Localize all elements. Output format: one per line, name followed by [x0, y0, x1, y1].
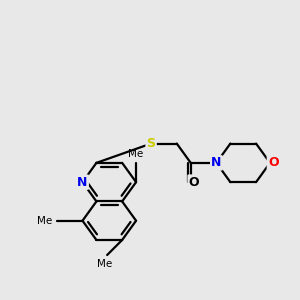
- Text: N: N: [77, 176, 88, 189]
- Text: Me: Me: [98, 259, 112, 269]
- Text: S: S: [147, 137, 156, 150]
- Text: N: N: [211, 156, 222, 170]
- Text: Me: Me: [128, 148, 144, 159]
- Text: O: O: [189, 176, 199, 189]
- Text: O: O: [268, 156, 278, 170]
- Text: Me: Me: [37, 216, 52, 226]
